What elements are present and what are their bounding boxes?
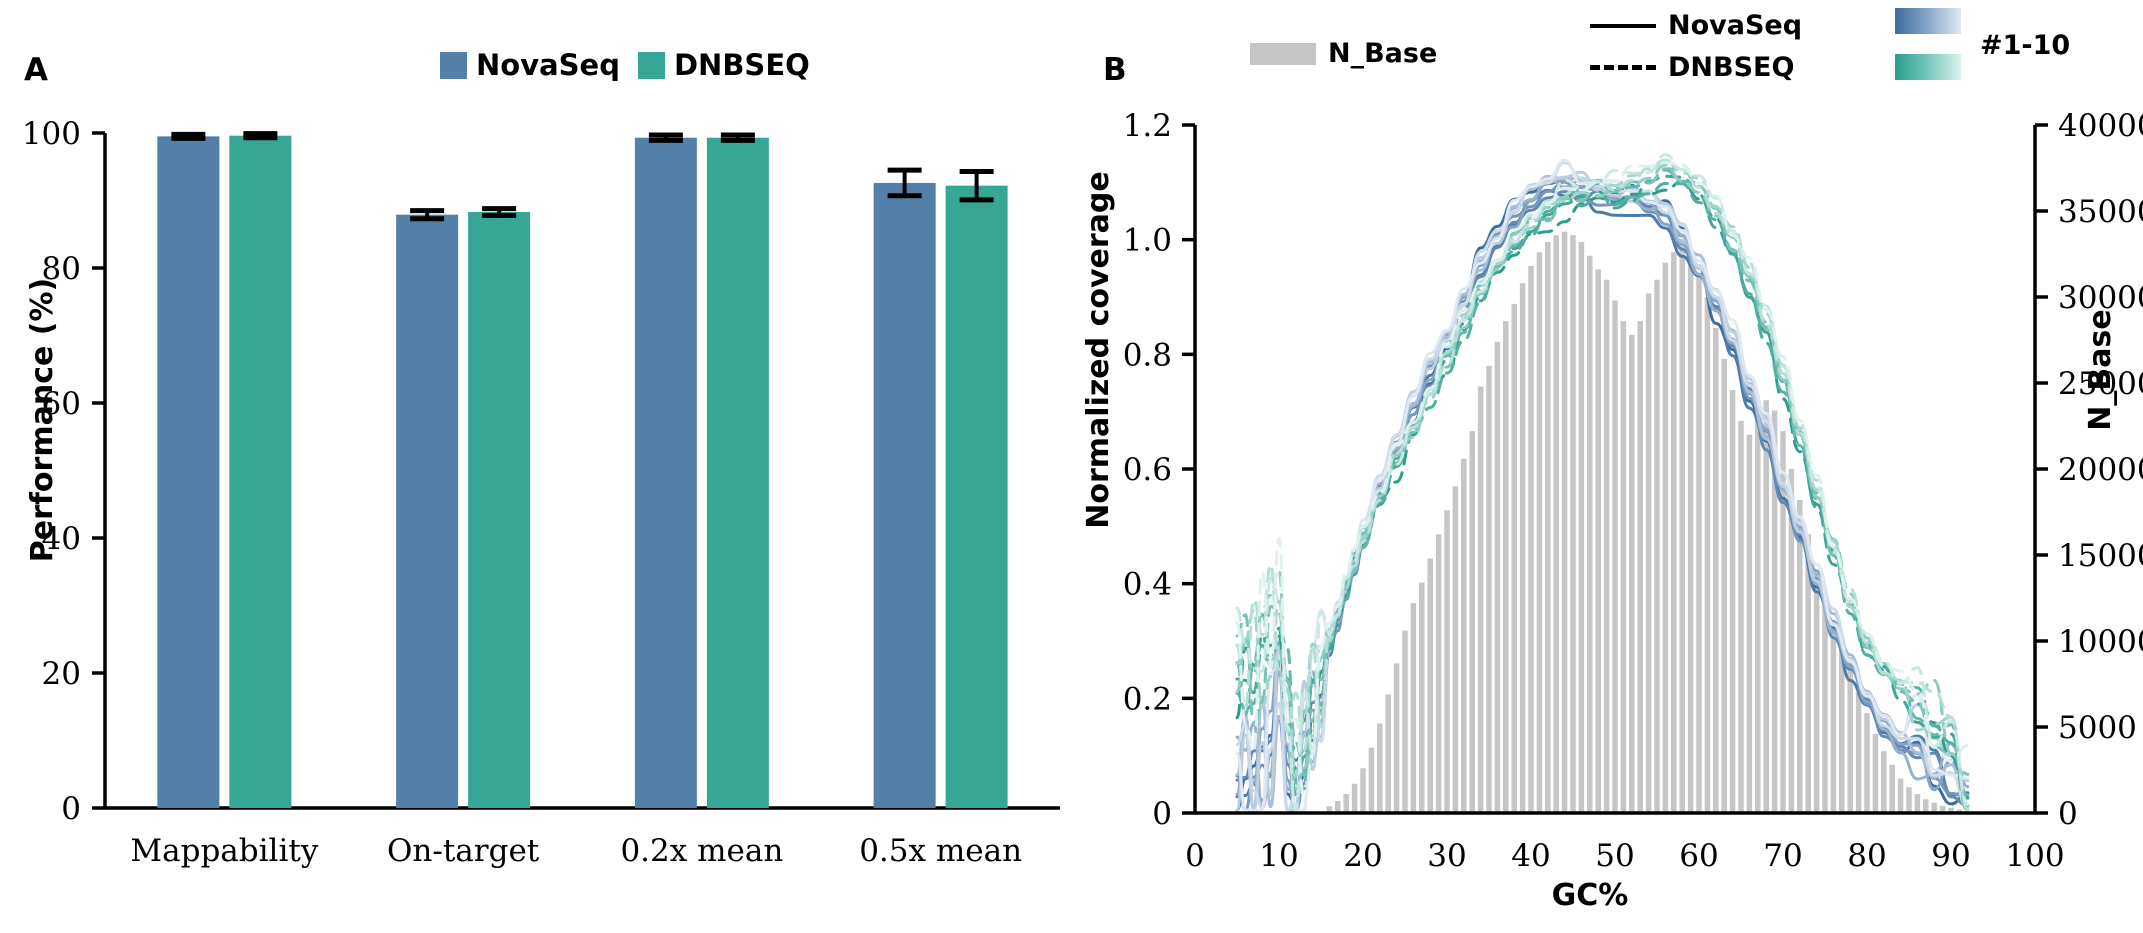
panel-a: A NovaSeq DNBSEQ 0 20 40 60 80 100 Mappabilit… (22, 48, 1060, 869)
panel-b-plot: 0 0.2 0.4 0.6 0.8 1.0 1.2 0 5000 10000 15000 20000 2… (1081, 108, 2143, 913)
legend-label-novaseq: NovaSeq (476, 48, 620, 82)
legend-entry-dnbseq: DNBSEQ (637, 48, 810, 82)
dnbseq-coverage-curve-10 (1235, 161, 1970, 803)
panel-b-y-tick-label: 0 (1152, 796, 1172, 832)
panel-b: B N_Base NovaSeq DNBSEQ #1-10 (1080, 0, 2143, 933)
panel-b-y2-tick-label: 20000 (2058, 452, 2143, 488)
panel-b-x-tick-label: 80 (1847, 838, 1886, 874)
panel-b-y2-tick-label: 15000 (2058, 538, 2143, 574)
bar-dnbseq-1 (468, 211, 531, 809)
panel-b-y-axis-title: Normalized coverage (1081, 171, 1116, 528)
legend-entry-sample-range: #1-10 (1980, 30, 2070, 61)
panel-a-category-label: 0.2x mean (620, 833, 783, 869)
panel-b-y2-tick-label: 30000 (2058, 280, 2143, 316)
legend-label-novaseq-line: NovaSeq (1668, 10, 1803, 41)
novaseq-coverage-curve-10 (1235, 158, 1970, 812)
panel-b-x-tick-label: 90 (1931, 838, 1970, 874)
panel-b-y2-tick-label: 25000 (2058, 366, 2143, 402)
legend-solid-line-icon (1590, 23, 1656, 28)
panel-b-y-tick-label: 1.2 (1123, 108, 1172, 144)
panel-b-x-tick-label: 60 (1679, 838, 1718, 874)
panel-b-y2-tick-label: 35000 (2058, 194, 2143, 230)
panel-a-legend: NovaSeq DNBSEQ (440, 48, 810, 82)
panel-b-x-tick-label: 20 (1343, 838, 1382, 874)
legend-gradient-dnbseq (1895, 54, 1961, 80)
legend-label-nbase: N_Base (1328, 38, 1438, 69)
bar-novaseq-2 (634, 137, 697, 809)
panel-b-x-tick-label: 30 (1427, 838, 1466, 874)
bar-dnbseq-3 (945, 185, 1008, 808)
panel-a-category-label: 0.5x mean (859, 833, 1022, 869)
panel-a-y-tick-label: 100 (22, 116, 81, 152)
legend-swatch-novaseq-icon (440, 51, 467, 79)
panel-b-y2-tick-label: 10000 (2058, 624, 2143, 660)
panel-b-y-tick-label: 0.4 (1123, 567, 1172, 603)
panel-b-x-tick-label: 10 (1259, 838, 1298, 874)
legend-entry-dnbseq-line: DNBSEQ (1590, 52, 1794, 83)
bar-novaseq-3 (873, 182, 936, 808)
panel-b-y2-tick-label: 5000 (2058, 710, 2137, 746)
panel-a-y-tick-label: 0 (61, 791, 81, 827)
panel-b-y-tick-label: 0.6 (1123, 452, 1172, 488)
panel-a-letter: A (24, 52, 48, 88)
legend-label-dnbseq-line: DNBSEQ (1668, 52, 1795, 83)
legend-entry-novaseq: NovaSeq (440, 48, 620, 82)
panel-a-plot: 0 20 40 60 80 100 Mappability On-target 0.2x me… (22, 116, 1060, 869)
panel-b-x-tick-label: 0 (1185, 838, 1205, 874)
panel-b-y-tick-label: 0.8 (1123, 337, 1172, 373)
legend-entry-novaseq-line: NovaSeq (1590, 10, 1802, 41)
panel-b-x-axis-title: GC% (1552, 878, 1629, 913)
legend-swatch-nbase-icon (1250, 42, 1316, 65)
panel-b-letter: B (1103, 52, 1127, 88)
panel-a-y-tick-label: 60 (42, 386, 81, 422)
panel-b-x-tick-label: 70 (1763, 838, 1802, 874)
panel-a-y-axis-title: Performance (%) (25, 278, 60, 563)
legend-gradient-blue-icon (1895, 8, 1961, 34)
panel-b-x-tick-label: 100 (2005, 838, 2064, 874)
legend-label-dnbseq: DNBSEQ (673, 48, 810, 82)
panel-b-y-tick-label: 0.2 (1123, 681, 1172, 717)
panel-b-y2-axis-title: N_Base (2083, 309, 2118, 430)
legend-label-sample-range: #1-10 (1980, 30, 2071, 61)
legend-gradient-novaseq (1895, 8, 1961, 34)
panel-b-x-tick-label: 50 (1595, 838, 1634, 874)
bar-novaseq-1 (396, 214, 459, 809)
legend-gradient-teal-icon (1895, 54, 1961, 80)
dnbseq-coverage-curve-7 (1235, 159, 1970, 812)
panel-a-y-tick-label: 80 (42, 251, 81, 287)
bar-dnbseq-2 (706, 137, 769, 809)
dnbseq-coverage-curve-9 (1235, 153, 1970, 812)
panel-a-category-label: On-target (387, 833, 540, 869)
bar-dnbseq-0 (229, 135, 292, 808)
legend-dashed-line-icon (1590, 65, 1656, 70)
legend-entry-nbase: N_Base (1250, 38, 1437, 69)
panel-a-y-tick-label: 40 (42, 521, 81, 557)
panel-b-y-tick-label: 1.0 (1123, 223, 1172, 259)
panel-b-legend: N_Base NovaSeq DNBSEQ #1-10 (1250, 8, 2130, 88)
bar-novaseq-0 (157, 136, 220, 808)
panel-b-x-tick-label: 40 (1511, 838, 1550, 874)
legend-swatch-dnbseq-icon (637, 51, 665, 79)
panel-b-y2-tick-label: 0 (2058, 796, 2078, 832)
panel-a-y-tick-label: 20 (42, 656, 81, 692)
panel-a-category-label: Mappability (130, 833, 318, 869)
